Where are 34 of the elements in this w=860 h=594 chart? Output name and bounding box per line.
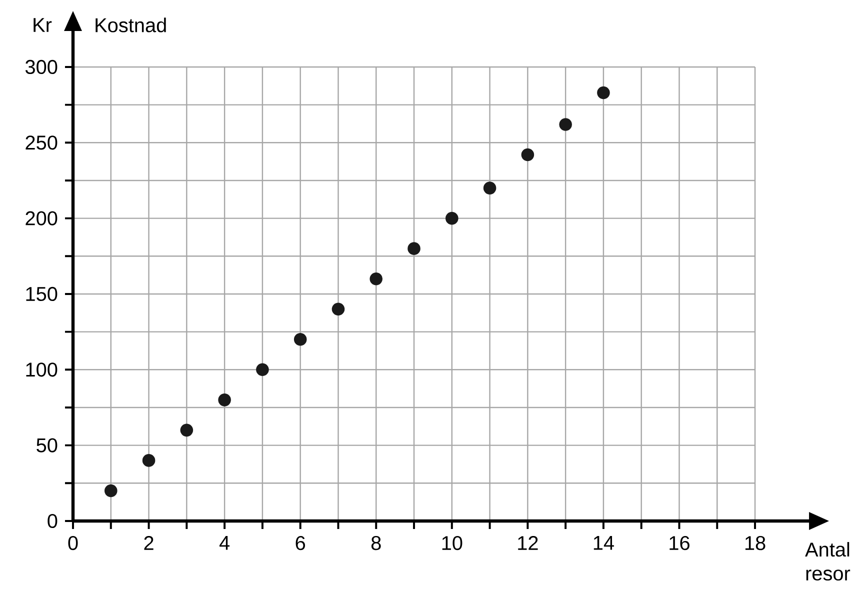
y-tick-label: 150 [26, 286, 58, 302]
y-tick-label: 0 [48, 514, 58, 528]
point [446, 212, 458, 225]
point [256, 363, 269, 376]
point [332, 302, 345, 316]
point [521, 148, 534, 162]
x-tick-label: 4 [219, 536, 230, 550]
y-tick-label: 100 [26, 362, 58, 377]
point [408, 242, 420, 255]
x-axis-title: Antal resor [805, 542, 850, 581]
y-axis-title: Kostnad [96, 18, 166, 32]
y-tick-label: 200 [26, 211, 58, 226]
point [370, 272, 383, 286]
x-tick-label: 12 [518, 536, 538, 550]
point [294, 332, 307, 346]
y-tick-label: 300 [25, 60, 58, 74]
y-tick-label: 250 [26, 136, 58, 150]
x-tick-label: 0 [68, 536, 78, 550]
x-tick-label: 10 [442, 536, 462, 550]
point [180, 424, 194, 437]
x-tick-label: 2 [144, 536, 154, 550]
x-tick-label: 6 [296, 536, 306, 550]
point [104, 484, 118, 498]
text: Kr [34, 18, 52, 32]
x-tick-label: 18 [745, 536, 766, 550]
point [218, 394, 231, 406]
x-tick-label: 8 [371, 536, 381, 550]
point [142, 454, 156, 467]
x-tick-label: 16 [670, 536, 690, 550]
x-tick-label: 14 [594, 536, 614, 550]
point [483, 182, 496, 194]
point [597, 86, 610, 100]
y-tick-label: 50 [36, 438, 58, 452]
point [559, 118, 572, 131]
